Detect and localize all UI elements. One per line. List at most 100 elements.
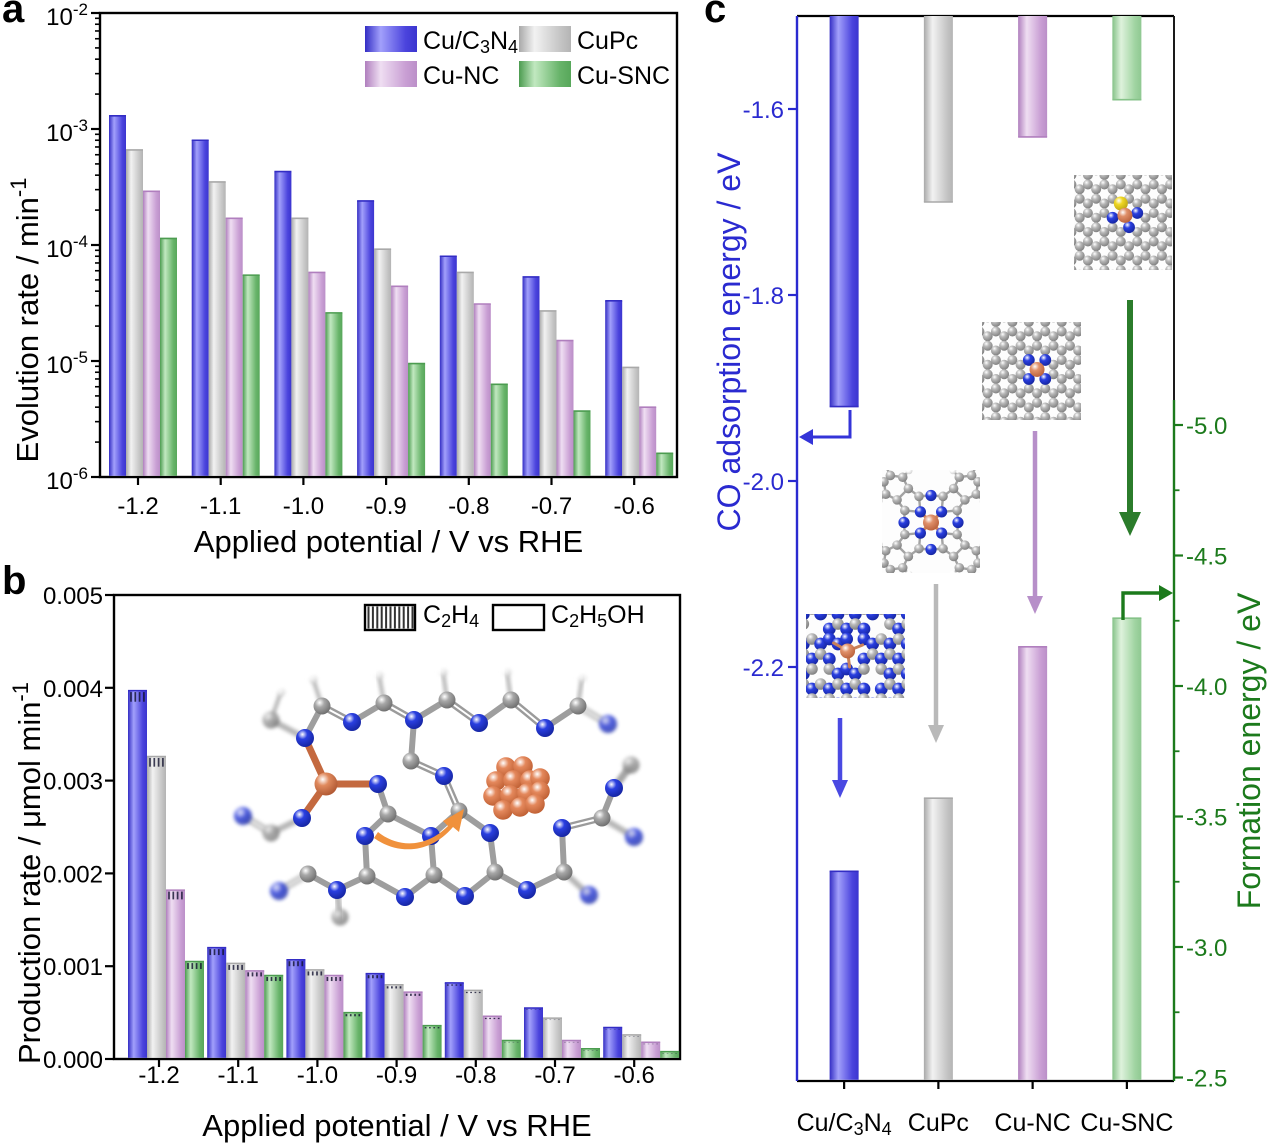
cC-atom bbox=[1182, 227, 1192, 237]
cC-atom bbox=[990, 402, 1001, 413]
cC-atom bbox=[910, 663, 922, 675]
cC-atom bbox=[1156, 250, 1167, 261]
cN-atom bbox=[900, 668, 905, 680]
cC-atom bbox=[861, 614, 867, 615]
cC-atom bbox=[1098, 341, 1108, 351]
cN-atom bbox=[780, 638, 793, 651]
cC-atom bbox=[1082, 255, 1093, 266]
cC-atom bbox=[1048, 303, 1058, 313]
cC-atom bbox=[798, 588, 810, 600]
a-bar-green--0.8 bbox=[490, 384, 508, 476]
cC-atom bbox=[1099, 198, 1110, 209]
cC-atom bbox=[1056, 402, 1067, 413]
cC-atom bbox=[991, 431, 1001, 441]
cC-atom bbox=[1081, 341, 1091, 351]
b-x-tick-label: -1.1 bbox=[218, 1062, 259, 1089]
b-bar-gray--0.8 bbox=[463, 990, 483, 1058]
bond bbox=[1047, 270, 1055, 275]
cC-atom bbox=[982, 322, 985, 327]
bond bbox=[1086, 431, 1094, 436]
bond bbox=[847, 714, 856, 719]
cC-atom bbox=[919, 678, 931, 690]
cC-atom bbox=[966, 331, 976, 341]
a-x-tick-label: -0.7 bbox=[531, 493, 572, 520]
cC-atom bbox=[1050, 208, 1060, 218]
cC-atom bbox=[958, 346, 968, 356]
bond bbox=[994, 322, 999, 324]
bond bbox=[1151, 175, 1156, 177]
c-right-axis-arrow-head bbox=[1159, 585, 1173, 601]
bond bbox=[1095, 303, 1103, 308]
bond bbox=[1075, 322, 1080, 324]
b-y-tick-label: 0.005 bbox=[43, 583, 103, 610]
bond bbox=[1086, 346, 1094, 351]
cC-atom bbox=[1040, 412, 1051, 420]
bond bbox=[1101, 268, 1106, 270]
cC-atom bbox=[1148, 255, 1159, 266]
bond bbox=[907, 669, 916, 674]
cC-atom bbox=[1132, 227, 1143, 237]
a-x-tick-label: -0.6 bbox=[614, 493, 655, 520]
c-bottom-bar-1 bbox=[923, 798, 953, 1080]
cN-atom bbox=[914, 506, 926, 518]
bond bbox=[1103, 417, 1111, 422]
cC-atom bbox=[840, 693, 853, 698]
bond bbox=[925, 699, 934, 704]
cC-atom bbox=[1190, 251, 1200, 261]
cC-atom bbox=[1091, 184, 1102, 195]
bond bbox=[803, 609, 812, 614]
bond bbox=[1187, 270, 1195, 275]
bond bbox=[993, 322, 998, 324]
cC-atom bbox=[1099, 255, 1110, 266]
bond bbox=[1004, 431, 1012, 436]
bond bbox=[963, 317, 971, 322]
c-inset-cu-c3n4 bbox=[780, 588, 934, 720]
cN-atom bbox=[1022, 354, 1035, 366]
bond bbox=[873, 714, 882, 719]
bond bbox=[963, 374, 971, 379]
cC-atom bbox=[1081, 398, 1091, 408]
cC-atom bbox=[1090, 431, 1100, 441]
bond bbox=[1187, 227, 1195, 232]
cC-atom bbox=[884, 708, 896, 720]
bond bbox=[971, 360, 979, 365]
cC-atom bbox=[901, 618, 905, 630]
bond bbox=[916, 639, 925, 644]
bond bbox=[1104, 156, 1112, 161]
cH-atom bbox=[882, 542, 883, 547]
cH-atom bbox=[905, 570, 913, 573]
cC-atom bbox=[1023, 383, 1034, 394]
cC-atom bbox=[958, 317, 968, 327]
a-bar-gray--1.1 bbox=[208, 181, 226, 476]
b-bar-green--0.7 bbox=[581, 1048, 600, 1058]
bond bbox=[1187, 284, 1195, 289]
bond bbox=[1137, 284, 1145, 289]
bond bbox=[1086, 360, 1094, 365]
cC-atom bbox=[1148, 265, 1159, 270]
cC-atom bbox=[1073, 412, 1081, 420]
bond bbox=[1095, 374, 1103, 379]
a-bar-green--0.9 bbox=[408, 363, 426, 476]
cC-atom bbox=[875, 693, 887, 698]
a-bar-gray--0.9 bbox=[374, 249, 392, 476]
bond bbox=[996, 431, 1004, 436]
a-bar-gray--0.6 bbox=[622, 367, 640, 476]
bond bbox=[1121, 284, 1129, 289]
a-legend-swatch-gray bbox=[519, 26, 571, 52]
cC-atom bbox=[990, 326, 1001, 337]
cC-atom bbox=[798, 708, 810, 720]
bond bbox=[1178, 213, 1186, 218]
c-arrow-cupc-head bbox=[928, 725, 944, 743]
cC-atom bbox=[1073, 355, 1081, 365]
bond bbox=[955, 403, 963, 408]
bond bbox=[836, 614, 841, 616]
C-atom bbox=[555, 863, 573, 881]
cC-atom bbox=[897, 562, 908, 573]
cC-atom bbox=[1074, 212, 1085, 223]
bond bbox=[871, 614, 876, 616]
cC-atom bbox=[1148, 236, 1159, 247]
cC-atom bbox=[966, 312, 976, 322]
cCu-atom bbox=[840, 643, 856, 659]
b-bar-green--1.2 bbox=[185, 961, 204, 1058]
